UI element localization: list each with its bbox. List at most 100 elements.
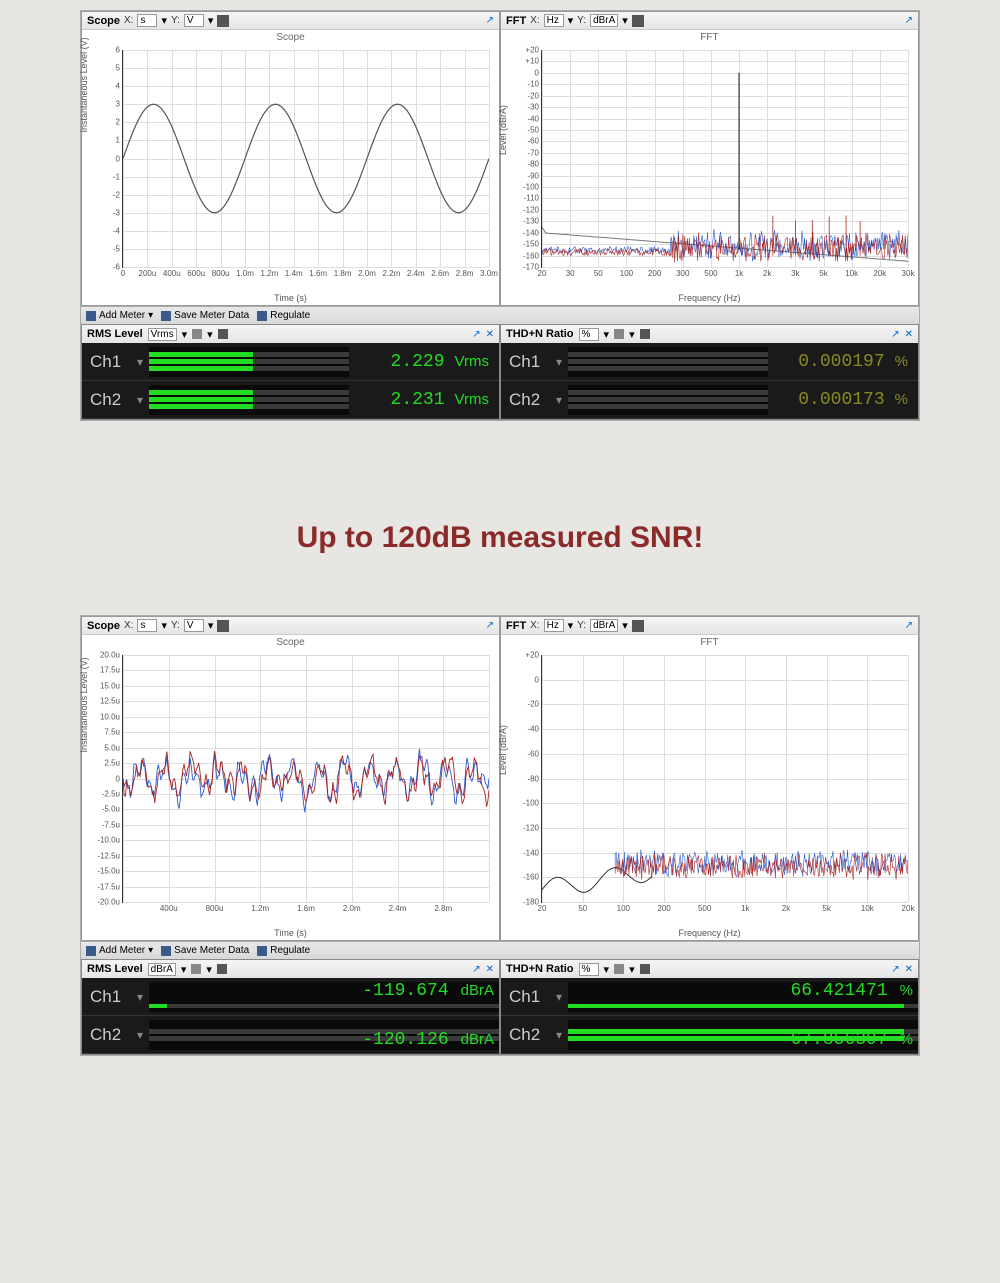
save-meter-button[interactable]: Save Meter Data — [161, 945, 249, 956]
y-unit-select[interactable]: V — [184, 14, 204, 27]
ch2-dropdown[interactable]: ▾ — [137, 393, 149, 407]
save-meter-label: Save Meter Data — [174, 945, 249, 956]
regulate-label: Regulate — [270, 945, 310, 956]
ch2-dropdown[interactable]: ▾ — [137, 1028, 149, 1042]
rms-header: RMS Level dBrA ▾ ▾ ↗ ✕ — [82, 960, 499, 978]
close-icon[interactable]: ✕ — [905, 329, 913, 340]
add-meter-button[interactable]: Add Meter ▾ — [86, 310, 153, 321]
chevron-down-icon[interactable]: ▾ — [161, 14, 167, 27]
chevron-down-icon[interactable]: ▾ — [208, 619, 214, 632]
chevron-down-icon[interactable]: ▾ — [181, 963, 187, 976]
ch1-bar: -119.674 dBrA — [149, 982, 499, 1012]
ch1-dropdown[interactable]: ▾ — [556, 990, 568, 1004]
fft-panel: FFT X: Hz ▾ Y: dBrA ▾ ↗ FFT Level (dBrA)… — [500, 616, 919, 941]
settings-icon[interactable] — [217, 964, 227, 974]
chevron-down-icon: ▾ — [148, 310, 153, 321]
menu-icon[interactable] — [614, 329, 624, 339]
chevron-down-icon[interactable]: ▾ — [604, 328, 610, 341]
fft-xlabel: Frequency (Hz) — [678, 293, 740, 303]
ch1-unit: Vrms — [455, 353, 489, 370]
chevron-down-icon[interactable]: ▾ — [568, 14, 574, 27]
settings-icon[interactable] — [217, 620, 229, 632]
ch1-dropdown[interactable]: ▾ — [556, 355, 568, 369]
plus-icon — [86, 946, 96, 956]
popout-icon[interactable]: ↗ — [486, 620, 494, 631]
meters-row: RMS Level dBrA ▾ ▾ ↗ ✕ Ch1 ▾ -119.674 — [81, 959, 919, 1055]
add-meter-label: Add Meter — [99, 945, 145, 956]
thd-unit-select[interactable]: % — [579, 328, 599, 341]
chevron-down-icon[interactable]: ▾ — [206, 963, 212, 976]
ch1-value-area: 0.000197 % — [768, 352, 918, 372]
menu-icon[interactable] — [614, 964, 624, 974]
fft-title: FFT — [506, 620, 526, 632]
popout-icon[interactable]: ↗ — [905, 620, 913, 631]
save-meter-button[interactable]: Save Meter Data — [161, 310, 249, 321]
regulate-button[interactable]: Regulate — [257, 310, 310, 321]
add-meter-button[interactable]: Add Meter ▾ — [86, 945, 153, 956]
ch1-label: Ch1 — [82, 352, 137, 372]
meter-ch2-row: Ch2 ▾ 2.231 Vrms — [82, 381, 499, 419]
chevron-down-icon[interactable]: ▾ — [622, 14, 628, 27]
popout-icon[interactable]: ↗ — [891, 964, 899, 975]
popout-icon[interactable]: ↗ — [472, 964, 480, 975]
settings-icon[interactable] — [632, 15, 644, 27]
ch1-bar: 66.421471 % — [568, 982, 918, 1012]
menu-icon[interactable] — [192, 329, 202, 339]
settings-icon[interactable] — [640, 329, 650, 339]
ch1-value: 66.421471 — [790, 981, 887, 1001]
chevron-down-icon[interactable]: ▾ — [629, 963, 635, 976]
x-unit-select[interactable]: s — [137, 14, 157, 27]
menu-icon[interactable] — [191, 964, 201, 974]
ch2-dropdown[interactable]: ▾ — [556, 393, 568, 407]
scope-title: Scope — [87, 15, 120, 27]
fft-plot: +20+100-10-20-30-40-50-60-70-80-90-100-1… — [541, 50, 908, 268]
chevron-down-icon[interactable]: ▾ — [622, 619, 628, 632]
scope-xlabel: Time (s) — [274, 928, 307, 938]
meter-ch2-row: Ch2 ▾ 0.000173 % — [501, 381, 918, 419]
x-unit-select[interactable]: s — [137, 619, 157, 632]
popout-icon[interactable]: ↗ — [472, 329, 480, 340]
screenshot-2: Scope X: s ▾ Y: V ▾ ↗ Scope Instantaneou… — [0, 605, 1000, 1096]
rms-unit-select[interactable]: Vrms — [148, 328, 177, 341]
chevron-down-icon[interactable]: ▾ — [568, 619, 574, 632]
ch2-label: Ch2 — [501, 1025, 556, 1045]
fft-panel: FFT X: Hz ▾ Y: dBrA ▾ ↗ FFT Level (dBrA)… — [500, 11, 919, 306]
y-unit-select[interactable]: V — [184, 619, 204, 632]
popout-icon[interactable]: ↗ — [486, 15, 494, 26]
ch1-dropdown[interactable]: ▾ — [137, 990, 149, 1004]
ch1-bar — [149, 347, 349, 377]
x-unit-select[interactable]: Hz — [544, 14, 564, 27]
thd-title: THD+N Ratio — [506, 963, 574, 975]
y-unit-select[interactable]: dBrA — [590, 619, 618, 632]
rms-unit-select[interactable]: dBrA — [148, 963, 176, 976]
ch1-dropdown[interactable]: ▾ — [137, 355, 149, 369]
ch2-dropdown[interactable]: ▾ — [556, 1028, 568, 1042]
popout-icon[interactable]: ↗ — [891, 329, 899, 340]
chevron-down-icon[interactable]: ▾ — [182, 328, 188, 341]
close-icon[interactable]: ✕ — [905, 964, 913, 975]
ch2-label: Ch2 — [82, 1025, 137, 1045]
save-icon — [161, 311, 171, 321]
close-icon[interactable]: ✕ — [486, 329, 494, 340]
meter-toolbar: Add Meter ▾ Save Meter Data Regulate — [81, 941, 919, 959]
settings-icon[interactable] — [217, 15, 229, 27]
thd-unit-select[interactable]: % — [579, 963, 599, 976]
close-icon[interactable]: ✕ — [486, 964, 494, 975]
popout-icon[interactable]: ↗ — [905, 15, 913, 26]
fft-header: FFT X: Hz ▾ Y: dBrA ▾ ↗ — [501, 617, 918, 635]
meters-row: RMS Level Vrms ▾ ▾ ↗ ✕ Ch1 ▾ — [81, 324, 919, 420]
settings-icon[interactable] — [640, 964, 650, 974]
settings-icon[interactable] — [632, 620, 644, 632]
y-unit-select[interactable]: dBrA — [590, 14, 618, 27]
meter-ch2-row: Ch2 ▾ 67.856397 % — [501, 1016, 918, 1054]
x-unit-select[interactable]: Hz — [544, 619, 564, 632]
regulate-button[interactable]: Regulate — [257, 945, 310, 956]
settings-icon[interactable] — [218, 329, 228, 339]
fft-chart: Level (dBrA) Frequency (Hz) +20+100-10-2… — [501, 45, 918, 305]
chevron-down-icon[interactable]: ▾ — [161, 619, 167, 632]
chevron-down-icon[interactable]: ▾ — [604, 963, 610, 976]
fft-ylabel: Level (dBrA) — [498, 105, 508, 155]
chevron-down-icon[interactable]: ▾ — [208, 14, 214, 27]
chevron-down-icon[interactable]: ▾ — [207, 328, 213, 341]
chevron-down-icon[interactable]: ▾ — [629, 328, 635, 341]
